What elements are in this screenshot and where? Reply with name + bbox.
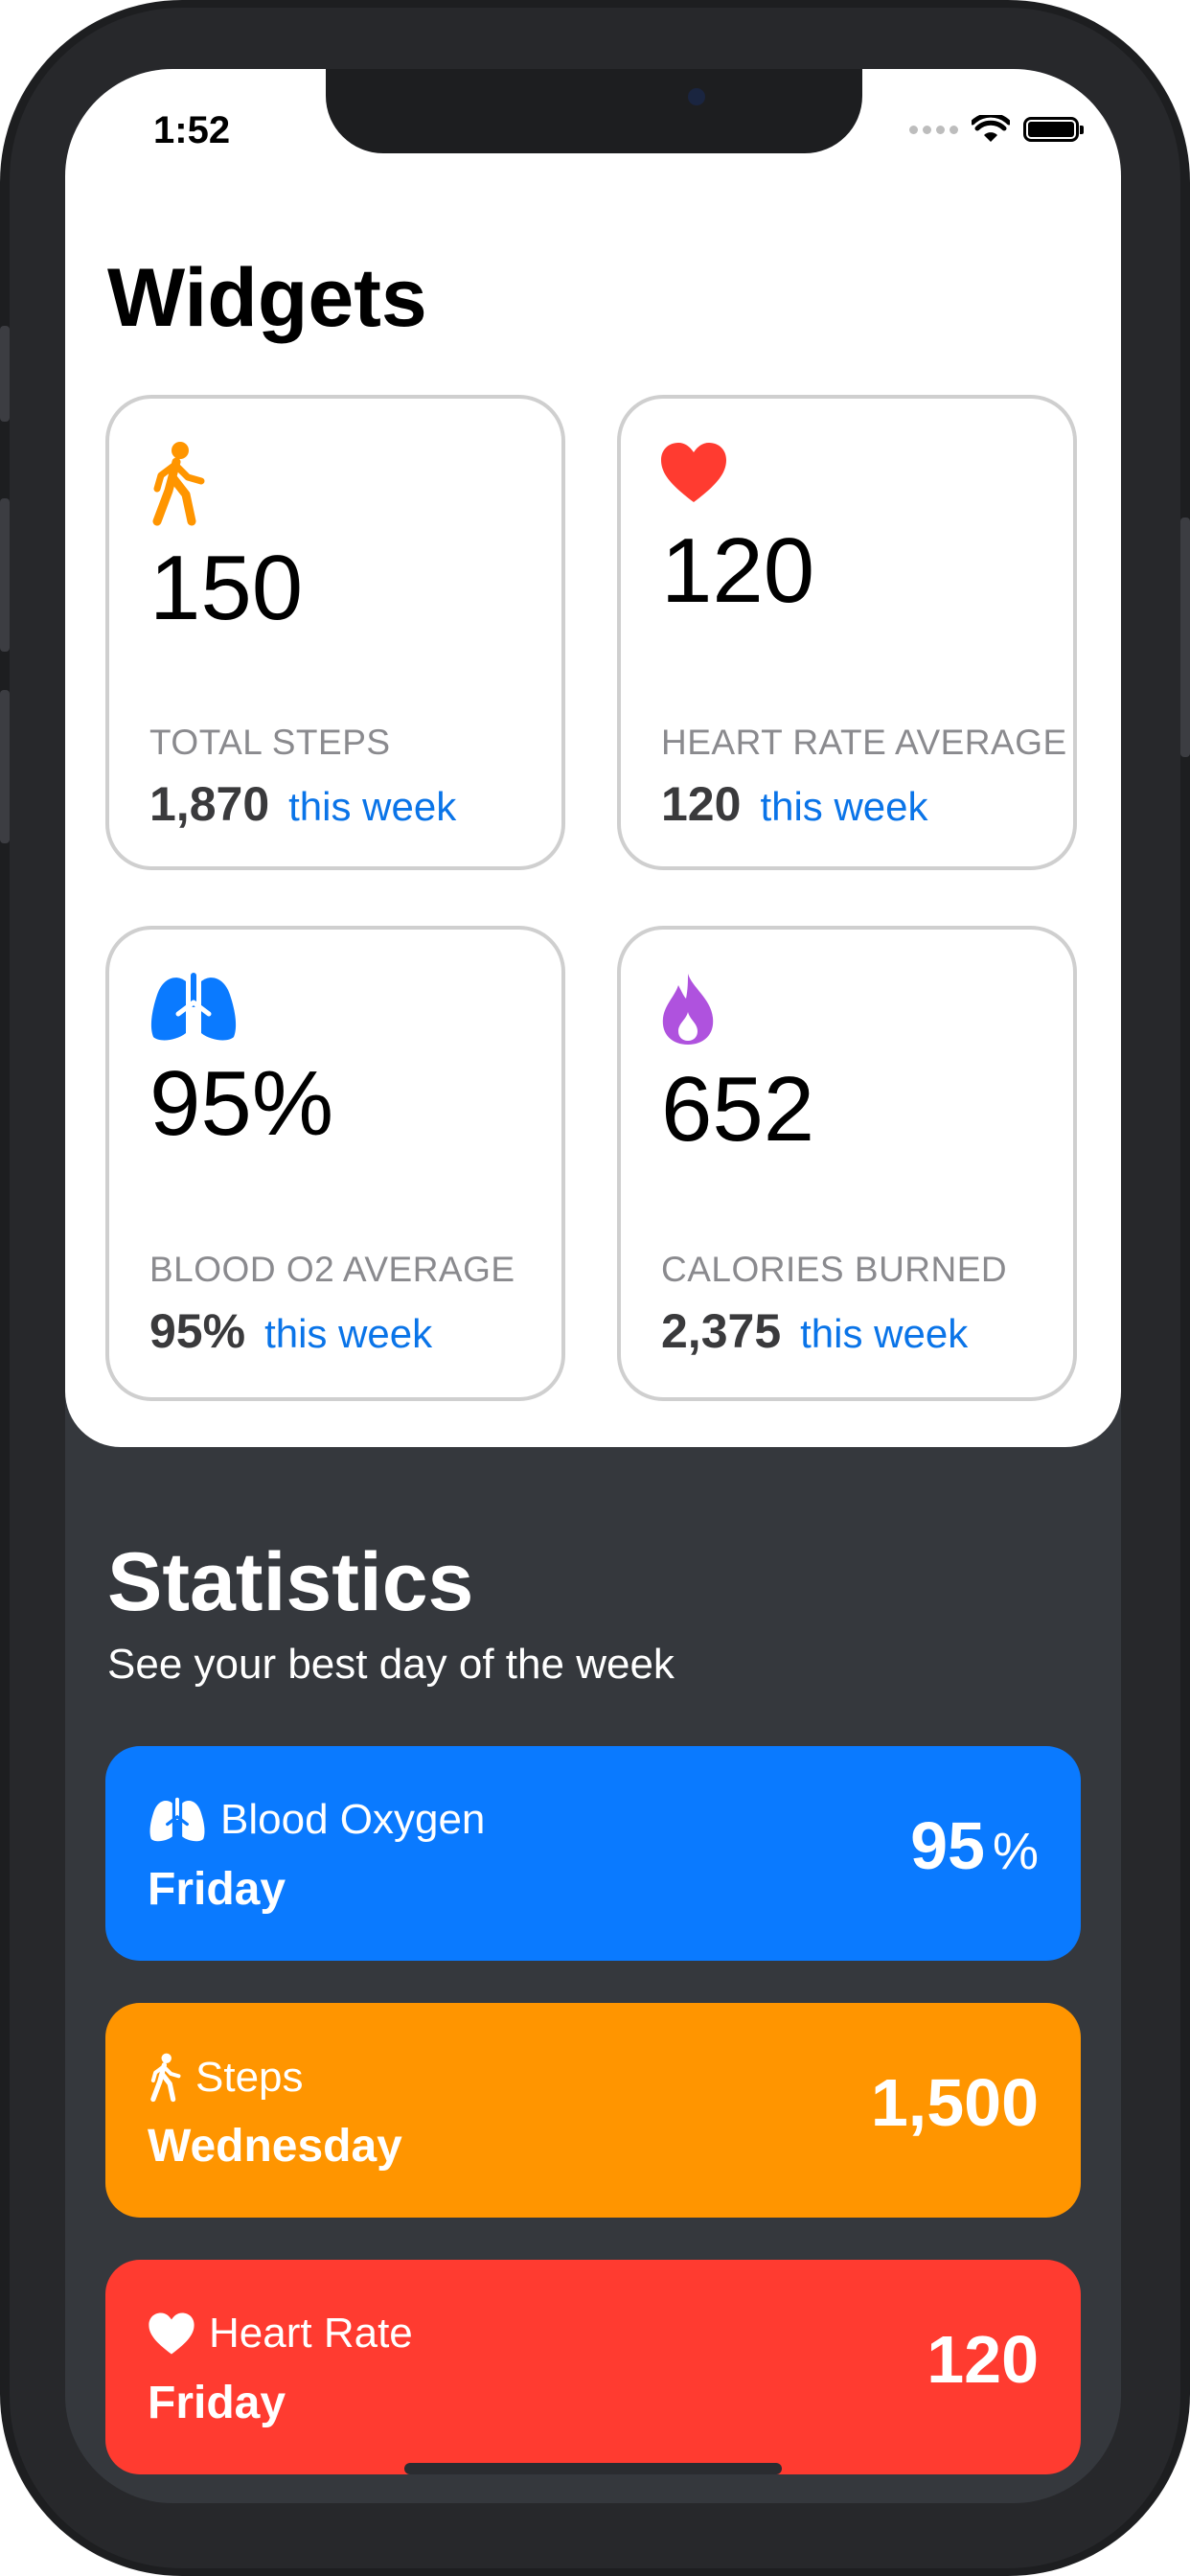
widgets-title: Widgets (107, 252, 427, 344)
status-icons (909, 115, 1084, 144)
steps-label: TOTAL STEPS (149, 723, 391, 762)
stat-name: Steps (195, 2054, 304, 2101)
status-time: 1:52 (153, 109, 231, 151)
stat-row-blood-oxygen[interactable]: Blood Oxygen Friday 95 % (105, 1746, 1081, 1961)
volume-down-button (0, 690, 10, 843)
stat-value: 95 (910, 1808, 985, 1883)
statistics-title: Statistics (107, 1536, 474, 1628)
widget-card-blood-oxygen[interactable]: 95% BLOOD O2 AVERAGE 95% this week (105, 926, 565, 1401)
stat-day: Wednesday (148, 2121, 402, 2172)
front-camera (688, 88, 705, 105)
notch (326, 69, 862, 153)
statistics-subtitle: See your best day of the week (107, 1641, 675, 1688)
widget-card-total-steps[interactable]: 150 TOTAL STEPS 1,870 this week (105, 395, 565, 870)
wifi-icon (972, 115, 1010, 142)
stat-name: Blood Oxygen (220, 1796, 486, 1843)
flame-icon (662, 974, 714, 1045)
widget-card-calories[interactable]: 652 CALORIES BURNED 2,375 this week (617, 926, 1077, 1401)
blood-oxygen-week-label: this week (264, 1311, 433, 1356)
stat-value-row: 95 % (910, 1807, 1039, 1884)
heart-rate-value: 120 (661, 519, 815, 622)
lungs-icon (150, 973, 237, 1041)
stat-value-row: 1,500 (871, 2064, 1039, 2141)
calories-week-value: 2,375 (661, 1304, 782, 1358)
widgets-panel: 1:52 Widgets 150 TOTAL STEPS 1,87 (65, 69, 1121, 1447)
volume-up-button (0, 498, 10, 652)
stat-value-row: 120 (927, 2321, 1039, 2398)
mute-switch (0, 326, 10, 422)
heart-icon (149, 2312, 195, 2355)
calories-label: CALORIES BURNED (661, 1250, 1008, 1289)
stat-value: 120 (927, 2322, 1039, 2397)
walking-figure-icon (150, 2053, 181, 2103)
blood-oxygen-label: BLOOD O2 AVERAGE (149, 1250, 515, 1289)
walking-figure-icon (152, 442, 205, 526)
heart-icon (661, 443, 726, 502)
stat-name: Heart Rate (209, 2310, 413, 2357)
heart-rate-week-row: 120 this week (661, 776, 928, 832)
stat-value: 1,500 (870, 2065, 1039, 2140)
stat-day: Friday (148, 2378, 286, 2428)
steps-week-value: 1,870 (149, 777, 270, 831)
cellular-signal-icon (909, 125, 958, 134)
power-button (1180, 518, 1190, 757)
stat-name-row: Blood Oxygen (148, 1796, 485, 1844)
calories-week-row: 2,375 this week (661, 1303, 968, 1359)
blood-oxygen-week-value: 95% (149, 1304, 246, 1358)
lungs-icon (149, 1797, 205, 1842)
stat-day: Friday (148, 1864, 286, 1915)
heart-rate-label: HEART RATE AVERAGE (661, 723, 1067, 762)
home-indicator[interactable] (404, 2463, 782, 2474)
stat-unit: % (992, 1823, 1039, 1880)
stat-name-row: Heart Rate (148, 2310, 413, 2358)
steps-week-row: 1,870 this week (149, 776, 456, 832)
battery-icon (1023, 117, 1084, 142)
blood-oxygen-value: 95% (149, 1052, 334, 1155)
stat-row-steps[interactable]: Steps Wednesday 1,500 (105, 2003, 1081, 2218)
steps-week-label: this week (288, 784, 457, 829)
widget-card-heart-rate[interactable]: 120 HEART RATE AVERAGE 120 this week (617, 395, 1077, 870)
stat-row-heart-rate[interactable]: Heart Rate Friday 120 (105, 2260, 1081, 2474)
screen: 1:52 Widgets 150 TOTAL STEPS 1,87 (65, 69, 1121, 2503)
calories-value: 652 (661, 1058, 815, 1161)
heart-rate-week-label: this week (760, 784, 928, 829)
steps-value: 150 (149, 537, 304, 639)
calories-week-label: this week (800, 1311, 969, 1356)
blood-oxygen-week-row: 95% this week (149, 1303, 432, 1359)
stat-name-row: Steps (148, 2053, 304, 2103)
heart-rate-week-value: 120 (661, 777, 742, 831)
